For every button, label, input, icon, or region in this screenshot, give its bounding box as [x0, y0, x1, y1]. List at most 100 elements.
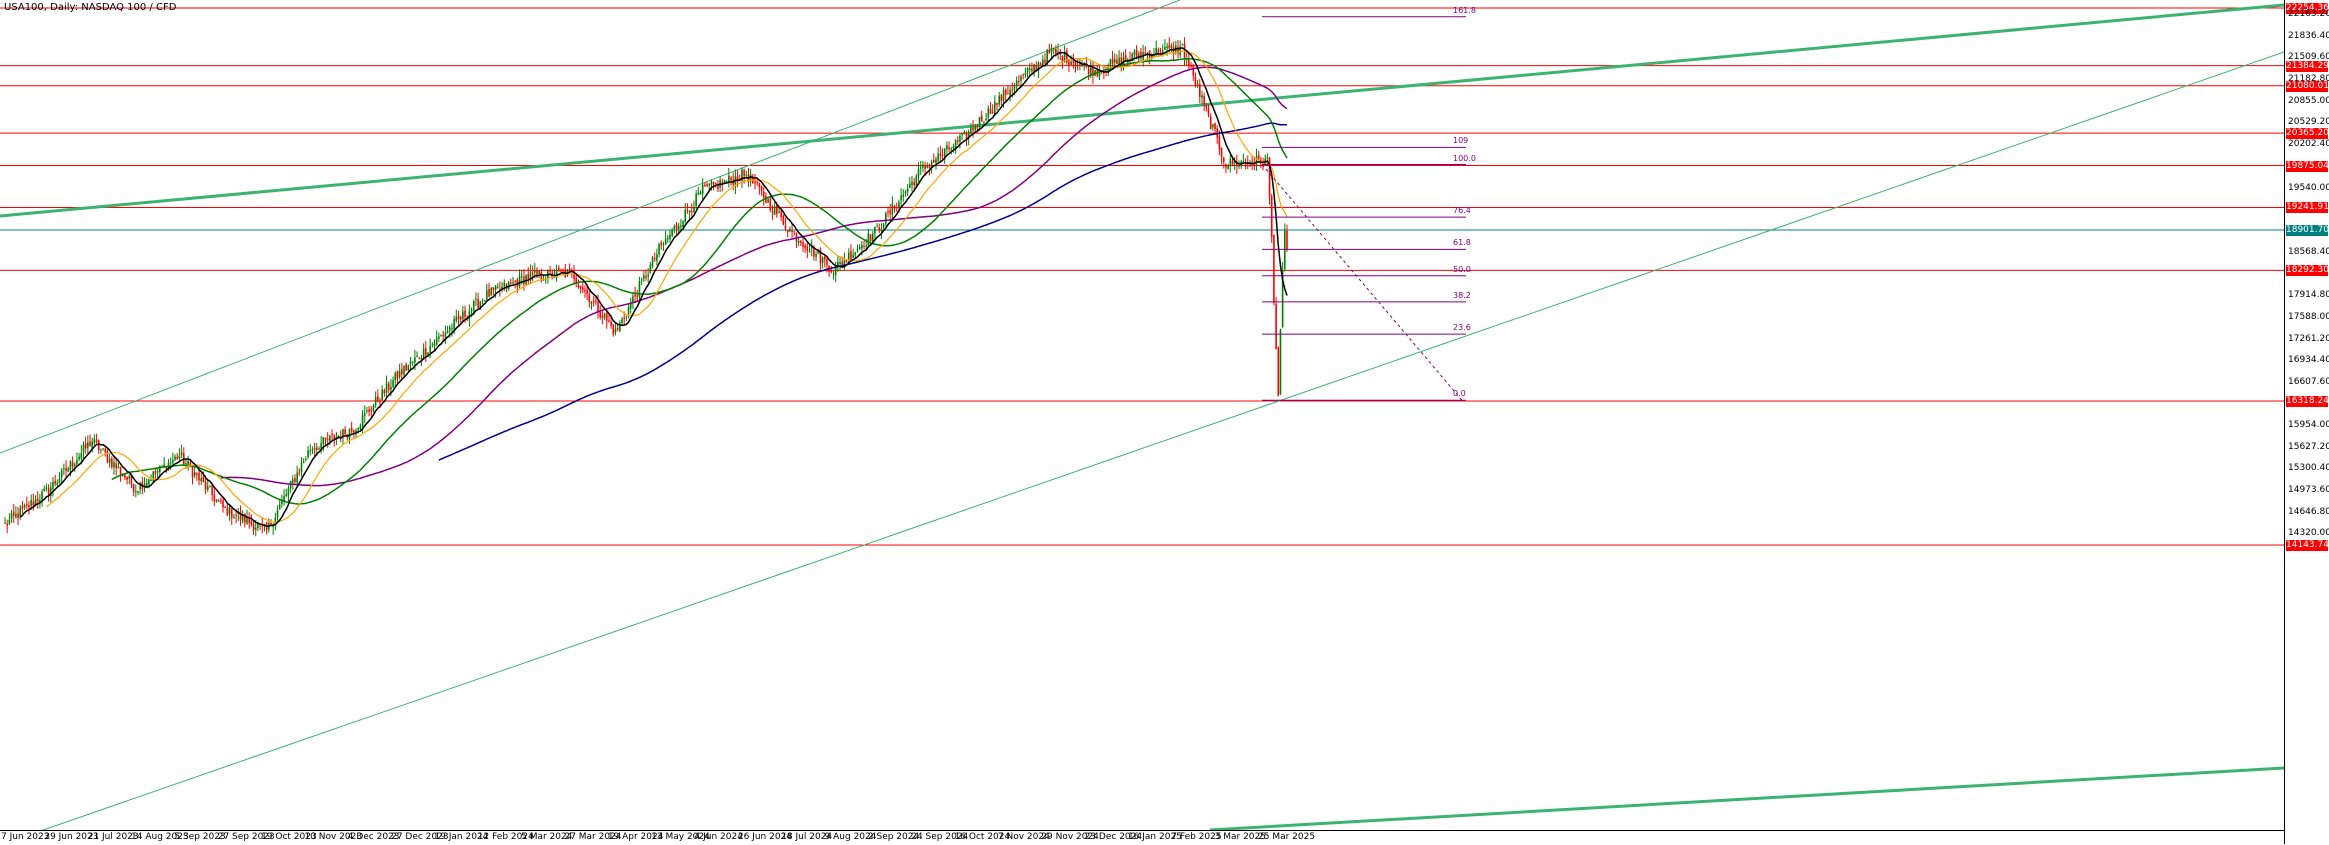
candle-body — [244, 513, 246, 523]
candle-body — [806, 246, 809, 251]
price-tick-label: 16607.60 — [2288, 376, 2329, 387]
candle-body — [418, 357, 421, 359]
candle-body — [863, 245, 865, 248]
candle-body — [560, 269, 562, 272]
candle-body — [1255, 156, 1258, 166]
candle-body — [492, 287, 495, 290]
candle-body — [808, 250, 811, 252]
candle-body — [45, 487, 48, 489]
candle-body — [228, 506, 231, 514]
candle-body — [924, 165, 926, 169]
candle-body — [1222, 157, 1225, 163]
candle-body — [562, 269, 564, 272]
candle-body — [1015, 80, 1018, 87]
price-tick-label: 21509.60 — [2288, 52, 2329, 63]
candle-body — [954, 140, 957, 149]
price-scale[interactable] — [2284, 0, 2329, 844]
date-tick-label: 16 Jan 2025 — [1127, 832, 1182, 842]
date-tick-label: 18 Jul 2024 — [781, 832, 833, 842]
candle-body — [385, 383, 388, 393]
candle-body — [793, 231, 796, 233]
candle-body — [224, 506, 227, 508]
candle-body — [69, 461, 72, 471]
candle-body — [745, 174, 748, 176]
candle-body — [248, 517, 250, 524]
candle-body — [468, 311, 471, 320]
candle-body — [645, 276, 647, 278]
candle-body — [991, 112, 994, 114]
candle-body — [403, 365, 405, 375]
price-tick-label: 21836.40 — [2288, 30, 2329, 41]
level-price-tag: 19241.91 — [2286, 202, 2329, 214]
candle-body — [847, 252, 850, 261]
candle-body — [357, 427, 360, 430]
date-tick-label: 24 Sep 2024 — [911, 832, 969, 842]
candles-group — [4, 37, 1288, 537]
candle-body — [581, 287, 584, 290]
candle-body — [651, 257, 654, 267]
candle-body — [483, 300, 486, 302]
candle-body — [320, 443, 322, 450]
candle-body — [693, 207, 695, 212]
candle-body — [23, 505, 26, 508]
candle-body — [804, 245, 806, 248]
candle-body — [1120, 57, 1123, 67]
candle-body — [91, 441, 94, 449]
candle-body — [512, 281, 514, 284]
candle-body — [810, 245, 813, 249]
candle-body — [669, 235, 671, 240]
candle-body — [1198, 84, 1201, 97]
candle-body — [595, 300, 597, 302]
candle-body — [246, 517, 248, 524]
candle-body — [1227, 165, 1229, 169]
level-price-tag: 18901.70 — [2286, 224, 2329, 236]
candle-body — [486, 290, 488, 300]
date-axis[interactable] — [0, 830, 2284, 845]
candle-body — [1190, 64, 1192, 67]
candle-body — [819, 249, 822, 264]
candle-body — [6, 523, 8, 526]
candle-body — [789, 229, 791, 232]
candle-body — [1155, 47, 1157, 54]
candle-body — [915, 175, 918, 187]
candle-body — [73, 464, 76, 466]
candle-body — [470, 309, 473, 311]
candle-body — [115, 463, 117, 469]
candle-body — [714, 182, 717, 184]
candle-body — [701, 184, 704, 194]
candle-body — [555, 270, 558, 278]
candle-body — [752, 175, 754, 183]
candle-body — [664, 238, 667, 245]
candle-body — [1068, 60, 1070, 66]
candle-body — [422, 348, 425, 360]
candle-body — [730, 177, 732, 181]
date-tick-label: 7 Jun 2023 — [1, 832, 50, 842]
candle-body — [1218, 136, 1221, 149]
candle-body — [499, 288, 501, 290]
candle-body — [765, 196, 767, 203]
candle-body — [333, 435, 336, 440]
candle-body — [176, 456, 179, 460]
candle-body — [372, 405, 375, 412]
candle-body — [1022, 74, 1024, 76]
candle-body — [647, 274, 649, 277]
candle-body — [307, 450, 309, 458]
candle-body — [21, 506, 24, 509]
candle-body — [459, 317, 462, 320]
candle-body — [876, 226, 878, 228]
candle-body — [453, 318, 455, 330]
price-chart[interactable] — [0, 0, 2284, 830]
date-tick-label: 4 Jun 2024 — [694, 832, 743, 842]
candle-body — [1151, 54, 1153, 59]
candle-body — [462, 311, 464, 320]
candle-body — [440, 335, 442, 337]
candle-body — [1074, 61, 1077, 67]
candle-body — [1044, 59, 1046, 63]
candle-body — [542, 279, 545, 281]
candle-body — [943, 148, 946, 157]
candle-body — [193, 472, 196, 476]
candle-body — [178, 455, 181, 459]
candle-body — [43, 488, 46, 492]
candle-body — [688, 210, 691, 213]
